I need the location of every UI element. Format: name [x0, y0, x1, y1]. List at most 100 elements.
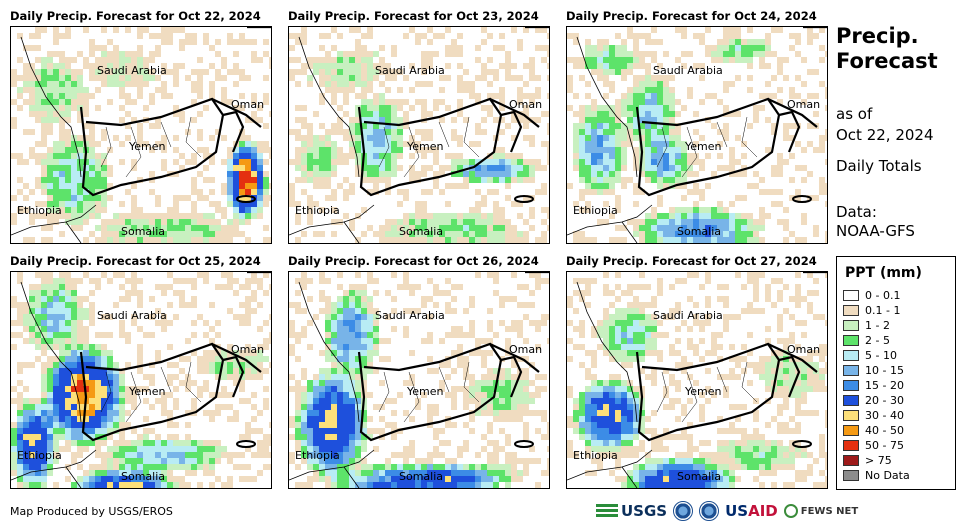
precip-cell [77, 308, 83, 314]
precip-cell [487, 237, 493, 243]
precip-cell [735, 404, 741, 410]
precip-cell [331, 87, 337, 93]
precip-cell [493, 272, 499, 278]
precip-cell [645, 135, 651, 141]
precip-cell [645, 81, 651, 87]
precip-cell [451, 45, 457, 51]
precip-cell [717, 237, 723, 243]
precip-cell [113, 404, 119, 410]
precip-cell [687, 470, 693, 476]
precip-cell [385, 314, 391, 320]
precip-cell [331, 123, 337, 129]
precip-cell [295, 482, 301, 488]
precip-cell [143, 105, 149, 111]
precip-cell [107, 392, 113, 398]
precip-cell [421, 57, 427, 63]
precip-cell [717, 374, 723, 380]
precip-cell [511, 272, 517, 278]
precip-cell [487, 380, 493, 386]
precip-cell [355, 93, 361, 99]
precip-cell [627, 428, 633, 434]
precip-cell [137, 213, 143, 219]
precip-cell [547, 464, 549, 470]
precip-cell [591, 434, 597, 440]
precip-cell [251, 476, 257, 482]
precip-cell [687, 296, 693, 302]
precip-cell [113, 51, 119, 57]
precip-cell [71, 105, 77, 111]
precip-cell [597, 129, 603, 135]
precip-cell [355, 320, 361, 326]
precip-cell [325, 153, 331, 159]
precip-cell [529, 207, 535, 213]
precip-cell [753, 39, 759, 45]
precip-cell [651, 470, 657, 476]
precip-cell [391, 225, 397, 231]
precip-cell [481, 386, 487, 392]
precip-cell [609, 111, 615, 117]
precip-cell [319, 464, 325, 470]
precip-cell [53, 338, 59, 344]
precip-cell [257, 440, 263, 446]
precip-cell [517, 404, 523, 410]
precip-cell [493, 398, 499, 404]
precip-cell [203, 33, 209, 39]
precip-cell [777, 422, 783, 428]
precip-cell [403, 482, 409, 488]
precip-cell [633, 201, 639, 207]
precip-cell [657, 458, 663, 464]
map-label-somalia: Somalia [399, 225, 444, 238]
precip-cell [215, 39, 221, 45]
precip-cell [573, 57, 579, 63]
precip-cell [343, 296, 349, 302]
precip-cell [263, 123, 269, 129]
precip-cell [693, 189, 699, 195]
precip-cell [481, 129, 487, 135]
precip-cell [239, 159, 245, 165]
precip-cell [239, 386, 245, 392]
precip-cell [173, 278, 179, 284]
precip-cell [35, 284, 41, 290]
precip-cell [505, 380, 511, 386]
precip-cell [331, 416, 337, 422]
precip-cell [789, 392, 795, 398]
precip-cell [77, 81, 83, 87]
precip-cell [331, 440, 337, 446]
precip-cell [197, 446, 203, 452]
precip-cell [397, 392, 403, 398]
precip-cell [723, 284, 729, 290]
precip-cell [687, 434, 693, 440]
precip-cell [95, 189, 101, 195]
precip-cell [191, 201, 197, 207]
precip-cell [137, 69, 143, 75]
precip-cell [119, 87, 125, 93]
precip-cell [585, 63, 591, 69]
precip-cell [125, 57, 131, 63]
precip-cell [753, 219, 759, 225]
precip-cell [41, 165, 47, 171]
precip-cell [663, 123, 669, 129]
precip-cell [657, 147, 663, 153]
precip-cell [107, 476, 113, 482]
precip-cell [403, 446, 409, 452]
precip-cell [585, 440, 591, 446]
precip-cell [813, 147, 819, 153]
precip-cell [71, 398, 77, 404]
precip-cell [65, 356, 71, 362]
precip-cell [517, 159, 523, 165]
precip-cell [711, 225, 717, 231]
precip-cell [325, 482, 331, 488]
precip-cell [143, 374, 149, 380]
precip-cell [173, 201, 179, 207]
precip-cell [107, 434, 113, 440]
precip-cell [319, 153, 325, 159]
precip-cell [355, 171, 361, 177]
map-label-yemen: Yemen [685, 140, 722, 153]
precip-cell [475, 464, 481, 470]
precip-cell [597, 171, 603, 177]
precip-cell [373, 350, 379, 356]
precip-cell [325, 374, 331, 380]
precip-cell [783, 308, 789, 314]
precip-cell [155, 284, 161, 290]
precip-cell [349, 356, 355, 362]
